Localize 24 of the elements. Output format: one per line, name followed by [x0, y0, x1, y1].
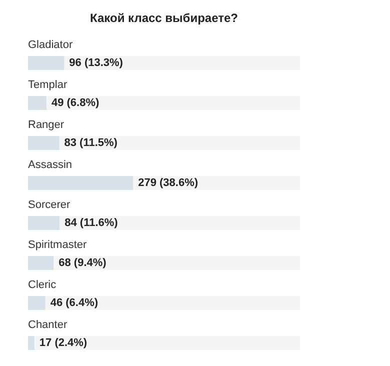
bar: [28, 296, 46, 310]
data-label: 279 (38.6%): [138, 177, 198, 189]
bar: [28, 216, 60, 230]
y-tick-label: Chanter: [28, 319, 68, 331]
y-tick-label: Cleric: [28, 279, 57, 291]
y-tick-label: Assassin: [28, 159, 72, 171]
bar: [28, 56, 64, 70]
bar: [28, 136, 60, 150]
data-label: 17 (2.4%): [39, 337, 88, 349]
y-tick-label: Gladiator: [28, 39, 73, 51]
bar: [28, 256, 54, 270]
y-tick-label: Ranger: [28, 119, 64, 131]
bar: [28, 336, 34, 350]
data-label: 49 (6.8%): [51, 97, 100, 109]
data-label: 84 (11.6%): [64, 217, 118, 229]
text: Какой класс выбираете?: [90, 11, 238, 25]
data-label: 68 (9.4%): [58, 257, 107, 269]
y-tick-label: Templar: [28, 79, 68, 91]
data-label: 83 (11.5%): [64, 137, 118, 149]
data-label: 96 (13.3%): [69, 57, 124, 69]
data-label: 46 (6.4%): [50, 297, 98, 309]
bar: [28, 96, 46, 110]
y-tick-label: Spiritmaster: [28, 239, 88, 251]
y-tick-label: Sorcerer: [28, 199, 71, 211]
